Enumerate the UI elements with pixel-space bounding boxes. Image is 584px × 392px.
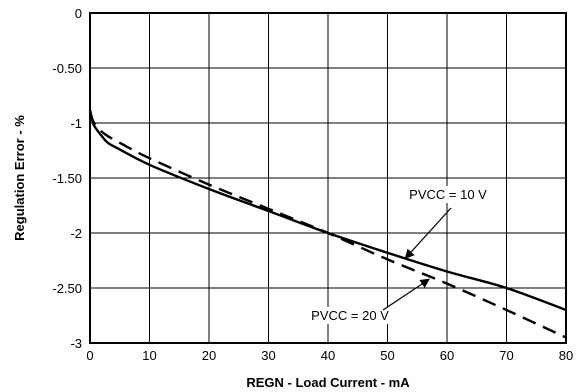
- plot-border: [89, 12, 567, 344]
- x-tick-label: 20: [202, 348, 216, 363]
- annotations: PVCC = 10 V PVCC = 20 V: [308, 186, 491, 324]
- annotation-background: [308, 307, 393, 324]
- x-tick-label: 10: [142, 348, 156, 363]
- annotation-background: [406, 186, 491, 203]
- y-tick-label: -3: [70, 336, 82, 351]
- y-tick-label: -1.50: [52, 171, 82, 186]
- series-line-pvcc-20v: [88, 111, 567, 339]
- series-line-pvcc-10v: [88, 109, 567, 312]
- y-axis-title: Regulation Error - %: [12, 115, 27, 241]
- x-tick-label: 80: [559, 348, 573, 363]
- y-tick-label: -0.50: [52, 61, 82, 76]
- x-tick-label: 40: [321, 348, 335, 363]
- x-tick-label: 50: [380, 348, 394, 363]
- x-tick-label: 60: [440, 348, 454, 363]
- annotation-label: PVCC = 10 V: [409, 187, 487, 202]
- y-tick-label: -1: [70, 116, 82, 131]
- y-tick-label: -2.50: [52, 281, 82, 296]
- series-layer: [88, 109, 567, 339]
- x-tick-label: 70: [499, 348, 513, 363]
- y-tick-label: 0: [75, 6, 82, 21]
- tick-labels: 0 10 20 30 40 50 60 70 80 0 -0.50 -1 -1.50 -2 -2.50 -3: [52, 6, 573, 363]
- x-tick-label: 30: [261, 348, 275, 363]
- y-tick-label: -2: [70, 226, 82, 241]
- x-axis-title: REGN - Load Current - mA: [246, 375, 410, 390]
- annotation-arrow: [404, 207, 452, 260]
- annotation-arrow: [382, 278, 430, 311]
- grid: [89, 12, 567, 344]
- annotation-label: PVCC = 20 V: [311, 308, 389, 323]
- x-tick-label: 0: [86, 348, 93, 363]
- plot-frame: [89, 12, 567, 344]
